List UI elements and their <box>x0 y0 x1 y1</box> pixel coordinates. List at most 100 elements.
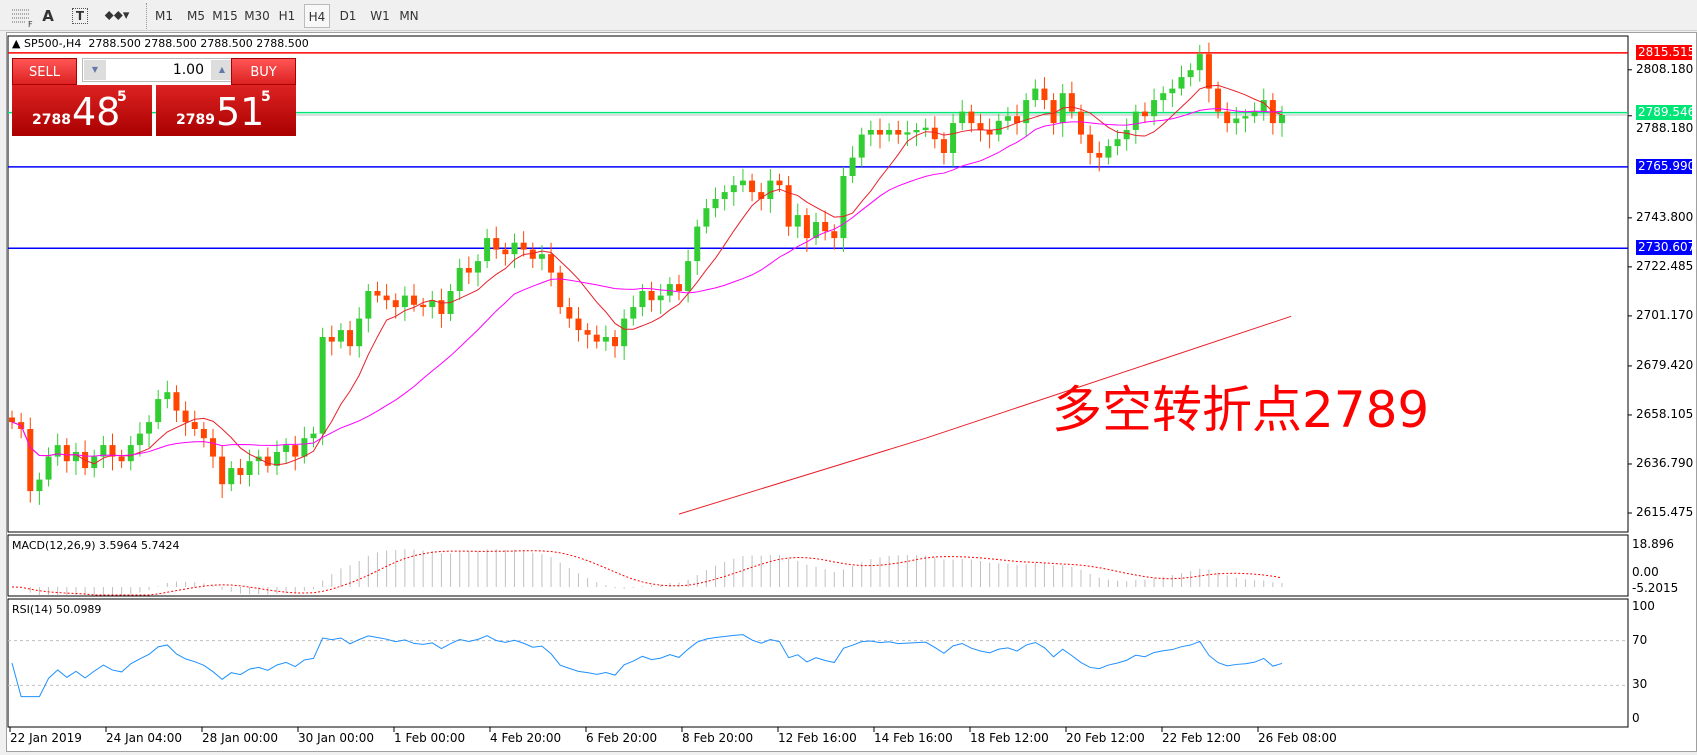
sma-long-line <box>678 315 1292 515</box>
time-label: 18 Feb 12:00 <box>970 731 1049 745</box>
candle-body <box>136 433 143 446</box>
candle-body <box>411 295 418 305</box>
candle-body <box>1260 100 1267 112</box>
grid-icon[interactable]: F <box>8 4 36 29</box>
lot-size-field[interactable]: ▼ 1.00 ▲ <box>82 58 235 82</box>
candle-body <box>118 456 125 462</box>
price-tick-label: 2701.170 <box>1636 307 1694 322</box>
candle-body <box>164 392 171 400</box>
time-label: 4 Feb 20:00 <box>490 731 562 745</box>
candle-body <box>392 300 399 308</box>
timeframe-m5[interactable]: M5 <box>187 9 205 23</box>
level-price-tag: 2765.990 <box>1636 158 1696 174</box>
price-tick-label: 2636.790 <box>1636 455 1694 470</box>
time-label: 14 Feb 16:00 <box>874 731 953 745</box>
time-label: 24 Jan 04:00 <box>106 731 182 745</box>
macd-tick-label: -5.2015 <box>1632 581 1679 595</box>
candle-body <box>356 318 363 347</box>
sell-price-pips: 48 <box>72 90 121 134</box>
candle-body <box>91 456 98 469</box>
candle-body <box>310 433 317 439</box>
timeframe-w1[interactable]: W1 <box>370 9 390 23</box>
one-click-trading-panel: SELL ▼ 1.00 ▲ BUY 2788 48 5 2789 51 5 <box>12 58 296 136</box>
buy-button[interactable]: BUY <box>231 58 296 85</box>
price-tick-label: 2808.180 <box>1636 61 1694 76</box>
sell-button[interactable]: SELL <box>12 58 77 85</box>
candle-body <box>45 456 52 480</box>
candle-body <box>54 445 61 457</box>
timeframe-mn[interactable]: MN <box>399 9 419 23</box>
time-label: 28 Jan 00:00 <box>202 731 278 745</box>
candle-body <box>657 295 664 301</box>
candle-body <box>173 392 180 411</box>
lot-decrease-icon[interactable]: ▼ <box>84 60 106 80</box>
candle-body <box>1114 139 1121 147</box>
candle-body <box>1196 54 1203 71</box>
buy-price-box[interactable]: 2789 51 5 <box>156 85 296 136</box>
candle-body <box>484 238 491 262</box>
price-tick-label: 2615.475 <box>1636 505 1694 519</box>
candle-body <box>1068 93 1075 112</box>
candle-body <box>1215 88 1222 112</box>
collapse-triangle-icon[interactable]: ▲ <box>12 37 24 50</box>
candle-body <box>1187 70 1194 78</box>
candle-body <box>630 307 637 319</box>
candle-body <box>803 215 810 239</box>
timeframe-h4[interactable]: H4 <box>304 4 330 28</box>
candle-body <box>602 336 609 342</box>
symbol-label: SP500-,H4 <box>23 37 82 50</box>
candle-body <box>1279 115 1285 124</box>
candle-body <box>867 129 874 135</box>
candle-body <box>237 468 244 475</box>
candle-body <box>520 242 527 250</box>
candle-body <box>612 336 619 347</box>
timeframe-m1[interactable]: M1 <box>155 9 173 23</box>
timeframe-d1[interactable]: D1 <box>339 9 357 23</box>
price-tick-label: 2679.420 <box>1636 357 1694 372</box>
candle-body <box>1242 116 1249 119</box>
candle-body <box>511 242 518 255</box>
rsi-label: RSI(14) 50.0989 <box>12 603 102 616</box>
timeframe-m30[interactable]: M30 <box>244 9 270 23</box>
text-label-icon[interactable]: T <box>68 4 92 28</box>
sell-price-box[interactable]: 2788 48 5 <box>12 85 152 136</box>
lot-increase-icon[interactable]: ▲ <box>211 60 233 80</box>
candle-body <box>1087 134 1094 153</box>
macd-tick-label: 0.00 <box>1632 565 1659 579</box>
arrows-dropdown-icon[interactable]: ⬥⬥▾ <box>104 8 130 23</box>
candle-body <box>621 318 628 347</box>
timeframe-m15[interactable]: M15 <box>212 9 238 23</box>
macd-panel <box>7 534 1629 597</box>
candle-body <box>666 284 673 296</box>
level-price-tag: 2730.607 <box>1636 240 1696 256</box>
candle-body <box>219 456 226 485</box>
candle-body <box>191 422 198 429</box>
candle-body <box>721 192 728 199</box>
candle-body <box>1123 129 1130 140</box>
text-a-icon[interactable]: A <box>42 7 54 25</box>
candle-body <box>639 290 646 308</box>
candle-body <box>538 254 545 259</box>
time-label: 6 Feb 20:00 <box>586 731 658 745</box>
candle-body <box>776 180 783 186</box>
sell-price-prefix: 2788 <box>32 112 71 128</box>
sma-mid-line <box>11 108 1283 457</box>
candle-body <box>931 127 938 140</box>
candle-body <box>474 261 481 273</box>
candle-body <box>922 127 929 130</box>
candle-body <box>904 132 911 135</box>
candle-body <box>100 445 107 457</box>
time-label: 8 Feb 20:00 <box>682 731 754 745</box>
candle-body <box>9 417 15 423</box>
candle-body <box>1041 88 1048 101</box>
candle-body <box>840 175 847 239</box>
candle-body <box>1141 111 1148 117</box>
candle-body <box>429 300 436 308</box>
timeframe-h1[interactable]: H1 <box>278 9 296 23</box>
candle-body <box>995 120 1002 135</box>
lot-value[interactable]: 1.00 <box>172 62 204 78</box>
candle-body <box>200 428 207 439</box>
candle-body <box>950 123 957 153</box>
candle-body <box>301 438 308 457</box>
